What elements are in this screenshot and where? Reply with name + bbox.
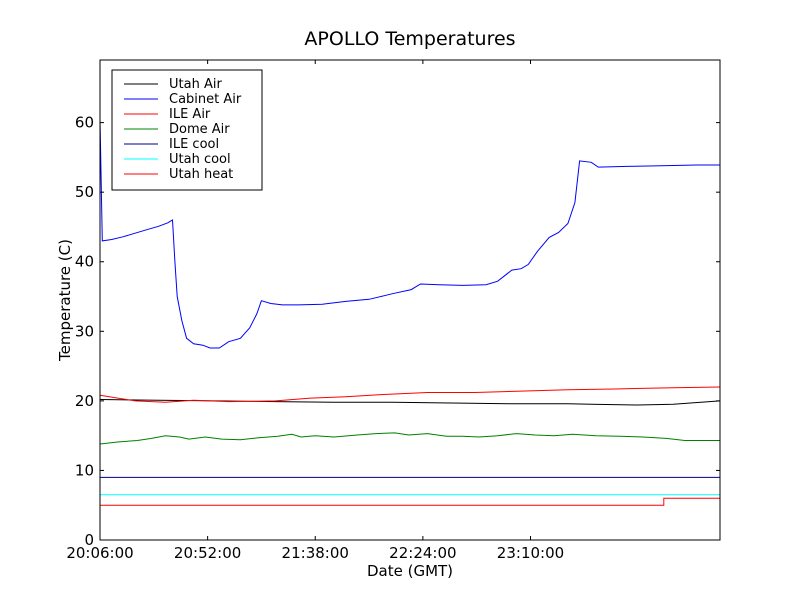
y-tick-label: 20 xyxy=(75,392,94,410)
series-line-utah-heat xyxy=(100,497,720,506)
y-tick-label: 60 xyxy=(75,114,94,132)
x-tick-label: 20:52:00 xyxy=(174,544,241,562)
x-ticks: 20:06:00 20:52:00 21:38:00 22:24:00 23:10:00 xyxy=(66,60,564,562)
y-tick-label: 30 xyxy=(75,322,94,340)
legend-label-utah-air: Utah Air xyxy=(169,77,222,92)
legend-label-cabinet-air: Cabinet Air xyxy=(169,92,242,107)
series-layer xyxy=(100,119,720,506)
y-ticks: 0 10 20 30 40 50 60 xyxy=(75,114,720,549)
y-tick-label: 50 xyxy=(75,183,94,201)
y-tick-label: 0 xyxy=(84,531,94,549)
y-tick-label: 40 xyxy=(75,253,94,271)
chart-title: APOLLO Temperatures xyxy=(304,28,515,50)
legend-label-ile-cool: ILE cool xyxy=(169,137,219,152)
series-line-ile-air xyxy=(100,386,720,403)
legend-label-dome-air: Dome Air xyxy=(169,122,230,137)
x-tick-label: 21:38:00 xyxy=(282,544,349,562)
x-tick-label: 20:06:00 xyxy=(66,544,133,562)
legend-label-ile-air: ILE Air xyxy=(169,107,211,122)
legend-label-utah-heat: Utah heat xyxy=(169,167,233,182)
x-tick-label: 22:24:00 xyxy=(389,544,456,562)
series-line-dome-air xyxy=(100,432,720,445)
y-axis-label: Temperature (C) xyxy=(56,239,74,362)
x-axis-label: Date (GMT) xyxy=(367,562,453,580)
plot-frame xyxy=(99,59,721,541)
x-tick-label: 23:10:00 xyxy=(497,544,564,562)
legend-label-utah-cool: Utah cool xyxy=(169,152,231,167)
legend-box xyxy=(111,69,263,191)
y-tick-label: 10 xyxy=(75,461,94,479)
series-line-cabinet-air xyxy=(100,119,720,349)
